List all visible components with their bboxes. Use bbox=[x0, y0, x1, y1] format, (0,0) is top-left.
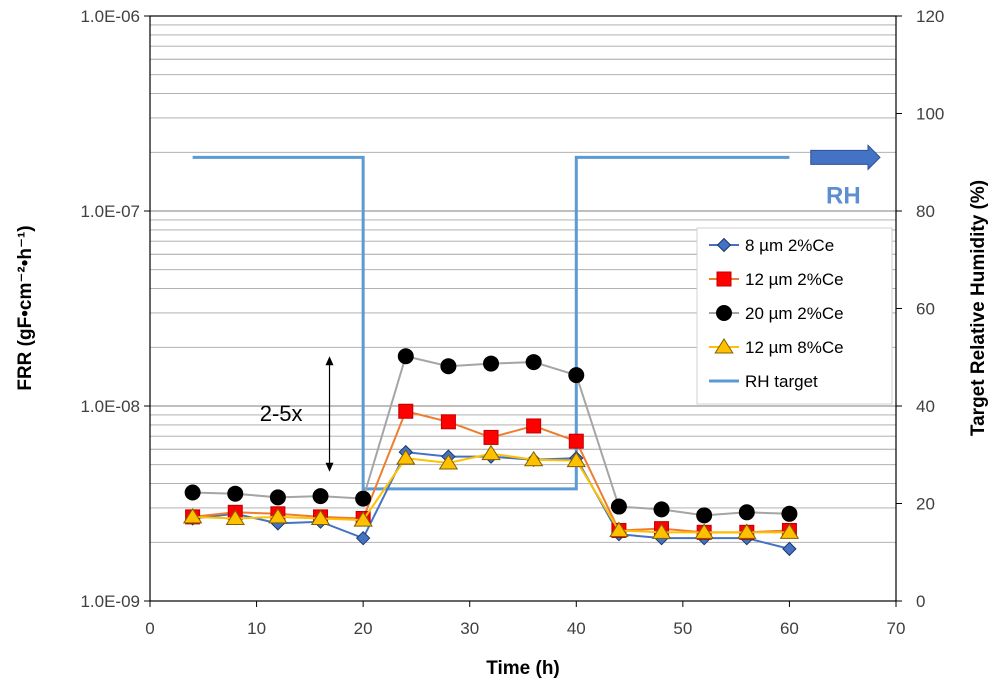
data-point bbox=[481, 444, 501, 461]
legend-marker bbox=[716, 237, 732, 253]
legend-marker bbox=[716, 271, 732, 287]
y-axis-ticks: 1.0E-09 1.0E-08 1.0E-07 1.0E-06 bbox=[80, 7, 150, 611]
legend-marker bbox=[714, 338, 734, 354]
x-axis-ticks: 0 10 20 30 40 50 60 70 bbox=[145, 601, 905, 638]
data-point bbox=[609, 521, 629, 537]
data-point bbox=[353, 511, 373, 527]
data-point bbox=[737, 523, 757, 539]
data-point bbox=[651, 523, 672, 539]
data-point bbox=[310, 509, 331, 525]
ratio-arrow-head-up bbox=[325, 356, 334, 366]
data-point bbox=[653, 501, 670, 518]
data-point bbox=[610, 498, 627, 515]
data-point bbox=[269, 489, 286, 506]
legend-item: 8 µm 2%Ce bbox=[709, 236, 834, 255]
legend: 8 µm 2%Ce 12 µm 2%Ce 20 µm 2%Ce 12 µm 8%Ce R… bbox=[696, 227, 893, 405]
data-point bbox=[738, 504, 755, 521]
data-point bbox=[396, 449, 416, 465]
ratio-annotation: 2-5x bbox=[260, 356, 334, 472]
data-point bbox=[440, 414, 456, 430]
data-point bbox=[312, 488, 329, 505]
data-point bbox=[568, 433, 584, 449]
legend-item: 20 µm 2%Ce bbox=[709, 304, 844, 323]
series-rh-target bbox=[192, 155, 790, 491]
rh-block-arrow bbox=[810, 144, 881, 171]
ratio-label: 2-5x bbox=[260, 401, 303, 426]
data-point bbox=[355, 490, 372, 507]
legend-item: 12 µm 2%Ce bbox=[709, 270, 844, 289]
y-axis-title: FRR (gF•cm⁻²•h⁻¹) bbox=[15, 225, 36, 390]
legend-label: 12 µm 2%Ce bbox=[745, 270, 844, 289]
x-tick-label: 60 bbox=[780, 619, 799, 638]
y-right-tick-label: 40 bbox=[916, 397, 935, 416]
data-point bbox=[440, 358, 457, 375]
data-point bbox=[523, 450, 544, 467]
data-point bbox=[184, 484, 201, 501]
legend-label: 20 µm 2%Ce bbox=[745, 304, 844, 323]
data-point bbox=[483, 355, 500, 372]
x-tick-label: 40 bbox=[567, 619, 586, 638]
y-right-axis-title: Target Relative Humidity (%) bbox=[968, 180, 989, 436]
series-3 bbox=[182, 444, 800, 539]
data-point bbox=[566, 451, 586, 468]
data-point bbox=[779, 523, 800, 539]
y-right-tick-label: 0 bbox=[916, 592, 925, 611]
data-point bbox=[398, 403, 414, 419]
y-tick-label: 1.0E-06 bbox=[80, 7, 140, 26]
legend-label: 8 µm 2%Ce bbox=[745, 236, 834, 255]
data-point bbox=[526, 418, 542, 434]
data-point bbox=[182, 507, 203, 524]
x-tick-label: 10 bbox=[247, 619, 266, 638]
data-point bbox=[696, 507, 713, 524]
legend-item: RH target bbox=[709, 372, 818, 391]
legend-marker bbox=[716, 305, 732, 321]
y-right-axis-ticks: 0 20 40 60 80 100 120 bbox=[896, 7, 944, 611]
data-point bbox=[438, 454, 459, 470]
series-2 bbox=[184, 348, 798, 524]
series-layer bbox=[182, 155, 800, 557]
x-tick-label: 20 bbox=[354, 619, 373, 638]
legend-label: 12 µm 8%Ce bbox=[745, 338, 844, 357]
x-tick-label: 50 bbox=[673, 619, 692, 638]
x-axis-title: Time (h) bbox=[486, 658, 560, 679]
data-point bbox=[525, 354, 542, 371]
data-point bbox=[225, 509, 245, 525]
x-tick-label: 70 bbox=[887, 619, 906, 638]
y-right-tick-label: 60 bbox=[916, 300, 935, 319]
data-point bbox=[781, 505, 798, 522]
data-point bbox=[355, 530, 371, 546]
x-tick-label: 30 bbox=[460, 619, 479, 638]
ratio-arrow-head-down bbox=[325, 462, 334, 472]
y-right-tick-label: 100 bbox=[916, 105, 944, 124]
x-tick-label: 0 bbox=[145, 619, 154, 638]
data-point bbox=[694, 523, 714, 539]
data-point bbox=[568, 367, 585, 384]
legend-label: RH target bbox=[745, 372, 818, 391]
y-right-tick-label: 120 bbox=[916, 7, 944, 26]
y-tick-label: 1.0E-07 bbox=[80, 202, 140, 221]
rh-target-line bbox=[192, 155, 790, 491]
y-tick-label: 1.0E-09 bbox=[80, 592, 140, 611]
rh-label: RH bbox=[826, 182, 861, 209]
data-point bbox=[782, 541, 797, 557]
data-point bbox=[397, 348, 414, 365]
data-point bbox=[268, 507, 288, 524]
data-point bbox=[227, 485, 244, 502]
y-right-tick-label: 20 bbox=[916, 495, 935, 514]
y-right-tick-label: 80 bbox=[916, 202, 935, 221]
y-tick-label: 1.0E-08 bbox=[80, 397, 140, 416]
data-point bbox=[483, 429, 499, 445]
legend-item: 12 µm 8%Ce bbox=[709, 338, 844, 357]
rh-annotation: RH bbox=[810, 144, 881, 209]
